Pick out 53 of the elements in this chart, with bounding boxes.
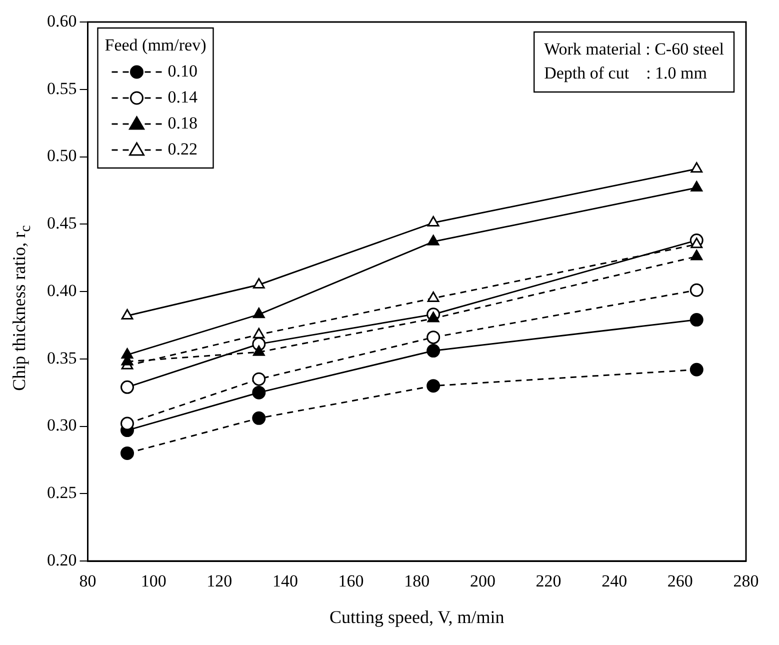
y-tick-label: 0.60 [47, 11, 77, 30]
x-tick-label: 160 [338, 572, 364, 591]
y-tick-label: 0.45 [47, 214, 77, 233]
point [690, 162, 703, 173]
x-tick-label: 220 [536, 572, 562, 591]
point [252, 278, 265, 289]
point [426, 330, 440, 344]
point [252, 328, 265, 338]
point [252, 372, 266, 386]
x-axis-title: Cutting speed, V, m/min [329, 606, 504, 627]
legend-label: 0.22 [168, 139, 198, 158]
point [252, 308, 265, 318]
x-tick-label: 260 [667, 572, 693, 591]
point [427, 234, 440, 246]
y-tick-label: 0.20 [47, 550, 77, 570]
x-tick-label: 280 [733, 572, 759, 591]
point [690, 238, 703, 248]
point [690, 283, 704, 297]
x-tick-label: 200 [470, 572, 496, 591]
x-tick-label: 120 [206, 572, 232, 591]
x-tick-label: 140 [272, 572, 298, 591]
point [252, 411, 266, 425]
x-tick-label: 240 [602, 572, 628, 591]
point [427, 291, 440, 302]
y-tick-label: 0.30 [47, 416, 77, 435]
y-tick-label: 0.40 [47, 280, 77, 300]
point [120, 446, 134, 460]
point [426, 379, 440, 393]
x-tick-label: 80 [79, 572, 96, 591]
point [426, 344, 440, 358]
x-tick-label: 180 [404, 572, 430, 591]
point [120, 416, 134, 430]
point [427, 216, 440, 227]
legend-label: 0.18 [168, 113, 198, 132]
point [690, 180, 703, 192]
point [690, 313, 704, 327]
x-tick-label: 100 [140, 572, 166, 591]
point [252, 386, 266, 400]
point [121, 309, 134, 320]
point [252, 345, 265, 356]
legend-label: 0.14 [168, 87, 198, 106]
point [690, 250, 703, 260]
annotation: Work material : C-60 steel [544, 39, 724, 58]
point [690, 362, 704, 376]
annotation: Depth of cut : 1.0 mm [544, 63, 707, 82]
point [120, 380, 134, 394]
y-tick-label: 0.55 [47, 78, 77, 98]
legend-title: Feed (mm/rev) [104, 35, 206, 54]
point [427, 312, 440, 322]
legend-label: 0.10 [168, 61, 198, 80]
y-tick-label: 0.35 [47, 348, 77, 368]
y-tick-label: 0.25 [47, 483, 77, 502]
y-tick-label: 0.50 [47, 146, 77, 166]
